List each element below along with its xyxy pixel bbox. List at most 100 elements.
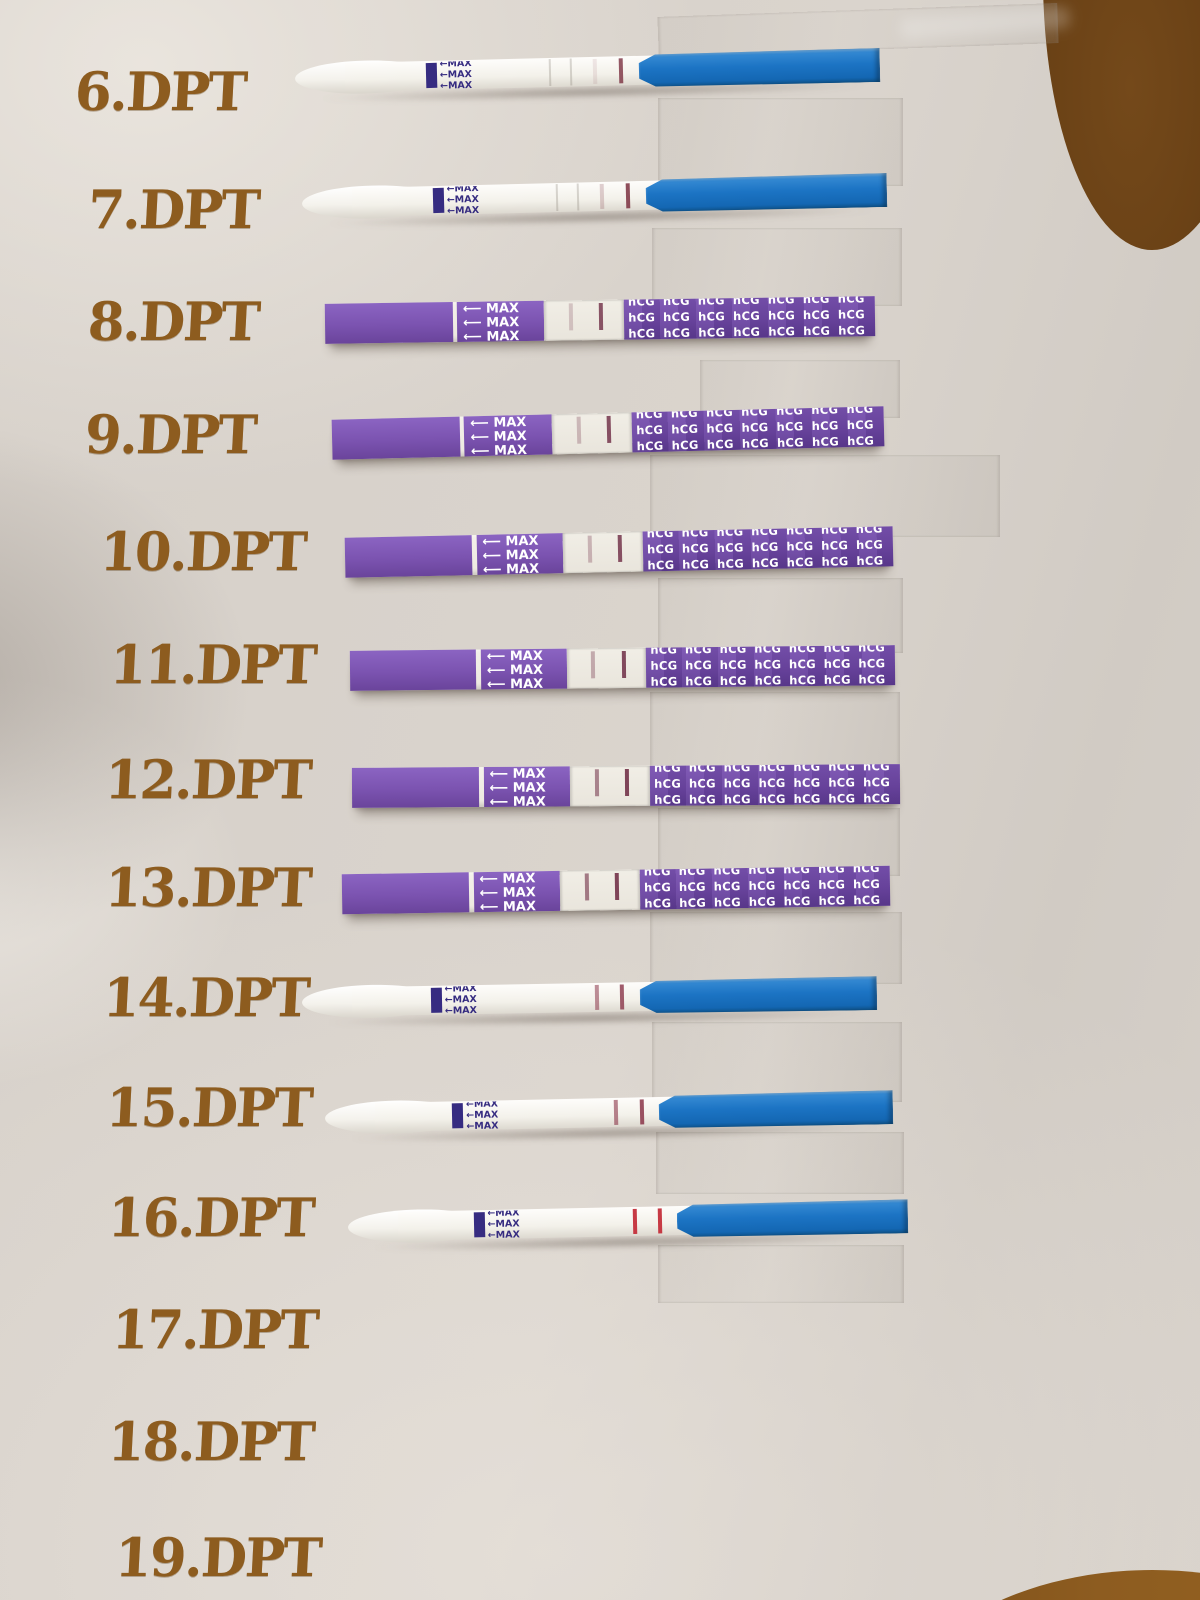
hcg-text: hCG bbox=[644, 896, 672, 910]
dpt-label-8: 8.DPT bbox=[86, 291, 261, 353]
control-line bbox=[618, 58, 624, 84]
max-section: ⟵ MAX ⟵ MAX ⟵ MAX bbox=[473, 870, 561, 913]
test-line bbox=[613, 1099, 619, 1125]
hcg-text: hCG bbox=[828, 775, 856, 790]
result-window bbox=[551, 412, 633, 455]
max-section: ⟵ MAX ⟵ MAX ⟵ MAX bbox=[464, 414, 553, 457]
tape-piece bbox=[658, 1245, 904, 1303]
hcg-text: hCG bbox=[793, 791, 821, 806]
hcg-text: hCG bbox=[811, 418, 839, 434]
hcg-text: hCG bbox=[706, 436, 734, 452]
hcg-text: hCG bbox=[628, 326, 656, 340]
max-text: ⟵ MAX ⟵ MAX ⟵ MAX bbox=[473, 871, 560, 912]
blue-handle bbox=[639, 976, 877, 1014]
hcg-text: hCG bbox=[748, 878, 776, 893]
hcg-handle: hCG hCG hCG hCG hCG hCG hCG hCG hCG hCG hCG hCG hCG h… bbox=[631, 406, 885, 453]
tape-piece bbox=[652, 228, 902, 306]
hcg-text: hCG bbox=[802, 307, 831, 323]
hcg-text: hCG bbox=[646, 541, 675, 557]
test-strip-14dpt: ←MAX ←MAX ←MAX bbox=[301, 976, 878, 1029]
hcg-text: hCG bbox=[821, 538, 849, 553]
test-strip-10dpt: ⟵ MAX ⟵ MAX ⟵ MAX hCG hCG hCG hCG hCG hCG hCG hCG… bbox=[344, 526, 894, 578]
hcg-text: hCG bbox=[820, 526, 849, 537]
hcg-text: hCG bbox=[698, 325, 726, 340]
max-text: ←MAX ←MAX ←MAX bbox=[487, 1210, 520, 1239]
hcg-text: hCG bbox=[716, 540, 744, 555]
max-line-text: ←MAX bbox=[444, 1005, 477, 1015]
max-line-text: ←MAX bbox=[439, 68, 473, 81]
test-strip-6dpt: ←MAX ←MAX ←MAX bbox=[294, 48, 881, 105]
hcg-text: hCG bbox=[723, 776, 751, 791]
hcg-text: hCG bbox=[719, 673, 747, 688]
purple-solid-section bbox=[324, 302, 453, 344]
tape-piece bbox=[658, 808, 900, 876]
hcg-pattern: hCG hCG hCG hCG hCG hCG hCG hCG hCG hCG hCG hCG hCG h… bbox=[628, 296, 873, 339]
max-text: ←MAX ←MAX ←MAX bbox=[439, 61, 472, 90]
blue-handle bbox=[677, 1199, 909, 1238]
hcg-text: hCG bbox=[863, 775, 891, 790]
max-line-text: ←MAX bbox=[487, 1218, 520, 1231]
blue-handle bbox=[658, 1090, 893, 1129]
purple-solid-section bbox=[331, 416, 461, 460]
hcg-text: hCG bbox=[855, 537, 884, 553]
test-line bbox=[594, 984, 599, 1010]
hcg-text: hCG bbox=[685, 658, 713, 673]
dpt-label-10: 10.DPT bbox=[98, 521, 308, 583]
max-text: ←MAX ←MAX ←MAX bbox=[444, 986, 477, 1015]
purple-solid-section bbox=[351, 767, 480, 808]
hcg-text: hCG bbox=[852, 865, 880, 876]
dpt-label-12: 12.DPT bbox=[103, 749, 313, 811]
purple-solid-section bbox=[349, 649, 477, 691]
hcg-text: hCG bbox=[697, 296, 725, 308]
hcg-text: hCG bbox=[776, 435, 805, 450]
hcg-handle: hCG hCG hCG hCG hCG hCG hCG hCG hCG hCG hCG hCG hCG h… bbox=[639, 865, 891, 910]
max-line-text: ⟵ MAX bbox=[463, 329, 520, 342]
hcg-text: hCG bbox=[688, 764, 716, 775]
hcg-pattern: hCG hCG hCG hCG hCG hCG hCG hCG hCG hCG hCG hCG hCG h… bbox=[650, 645, 893, 688]
hcg-text: hCG bbox=[654, 776, 682, 791]
hcg-text: hCG bbox=[754, 645, 782, 656]
hcg-text: hCG bbox=[767, 308, 796, 323]
hcg-text: hCG bbox=[751, 539, 779, 555]
max-line-text: ⟵ MAX bbox=[482, 561, 540, 575]
dpt-label-13: 13.DPT bbox=[103, 857, 313, 919]
hcg-text: hCG bbox=[768, 324, 796, 339]
hcg-text: hCG bbox=[758, 791, 786, 806]
hcg-text: hCG bbox=[858, 645, 886, 655]
dpt-label-7: 7.DPT bbox=[86, 179, 261, 241]
control-line bbox=[658, 1208, 663, 1234]
hcg-text: hCG bbox=[733, 324, 761, 340]
hcg-text: hCG bbox=[788, 645, 816, 656]
test-line bbox=[599, 183, 604, 209]
hcg-text: hCG bbox=[653, 764, 681, 775]
hcg-text: hCG bbox=[776, 419, 804, 434]
hcg-text: hCG bbox=[678, 879, 706, 895]
hcg-text: hCG bbox=[828, 764, 856, 774]
result-window bbox=[569, 765, 651, 807]
hcg-handle: hCG hCG hCG hCG hCG hCG hCG hCG hCG hCG hCG hCG hCG h… bbox=[642, 526, 894, 572]
test-strip-9dpt: ⟵ MAX ⟵ MAX ⟵ MAX hCG hCG hCG hCG hCG hCG hCG hCG… bbox=[331, 406, 885, 460]
max-line-text: ←MAX bbox=[487, 1229, 520, 1240]
hcg-text: hCG bbox=[647, 557, 675, 572]
max-section: ⟵ MAX ⟵ MAX ⟵ MAX bbox=[476, 533, 564, 575]
max-line-text: ⟵ MAX bbox=[489, 794, 546, 807]
max-ink-bar bbox=[430, 987, 442, 1013]
tape-piece bbox=[656, 1132, 904, 1194]
max-line-text: ⟵ MAX bbox=[470, 442, 528, 457]
hcg-text: hCG bbox=[713, 879, 741, 894]
hcg-text: hCG bbox=[837, 296, 865, 306]
max-line-text: ⟵ MAX bbox=[486, 676, 544, 690]
test-line bbox=[568, 303, 573, 331]
hcg-text: hCG bbox=[821, 554, 849, 569]
test-strip-16dpt: ←MAX ←MAX ←MAX bbox=[347, 1199, 909, 1254]
hcg-text: hCG bbox=[654, 792, 682, 806]
hcg-text: hCG bbox=[684, 645, 712, 657]
hcg-handle: hCG hCG hCG hCG hCG hCG hCG hCG hCG hCG hCG hCG hCG h… bbox=[649, 764, 901, 806]
hcg-text: hCG bbox=[783, 893, 811, 909]
hcg-text: hCG bbox=[636, 422, 664, 438]
hcg-text: hCG bbox=[719, 657, 747, 672]
strip-body bbox=[351, 981, 683, 1017]
hcg-text: hCG bbox=[748, 865, 776, 877]
hcg-text: hCG bbox=[679, 895, 707, 910]
